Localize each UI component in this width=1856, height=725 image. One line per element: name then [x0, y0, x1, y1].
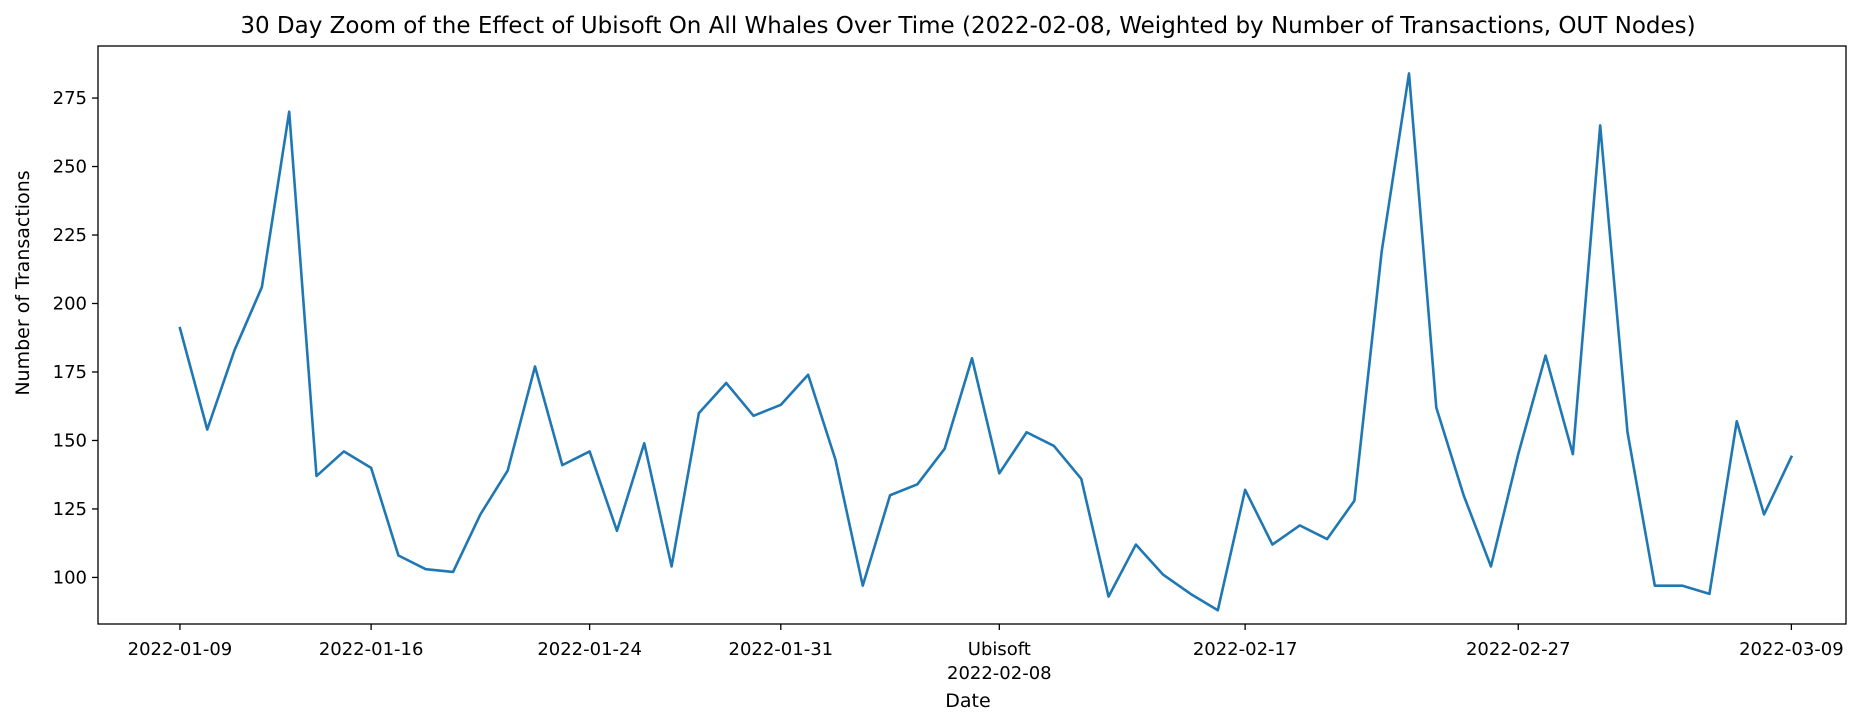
- x-axis-label: Date: [945, 690, 990, 712]
- x-tick-label-2022-02-17: 2022-02-17: [1193, 639, 1298, 660]
- x-tick-label-2022-01-24: 2022-01-24: [537, 639, 642, 660]
- x-tick-label-2022-02-08: Ubisoft: [968, 639, 1031, 660]
- y-tick-label-175: 175: [53, 362, 87, 383]
- y-tick-label-200: 200: [53, 293, 87, 314]
- y-axis: 100 125 150 175 200 225 250 275: [53, 88, 98, 588]
- y-tick-label-250: 250: [53, 157, 87, 178]
- y-tick-label-100: 100: [53, 567, 87, 588]
- y-tick-label-150: 150: [53, 430, 87, 451]
- y-tick-label-275: 275: [53, 88, 87, 109]
- x-tick-label-2022-02-27: 2022-02-27: [1466, 639, 1571, 660]
- series-line-0: [178, 72, 1794, 612]
- x-tick-label-2022-01-31: 2022-01-31: [729, 639, 834, 660]
- y-tick-label-125: 125: [53, 499, 87, 520]
- y-axis-label: Number of Transactions: [12, 170, 34, 395]
- y-tick-label-225: 225: [53, 225, 87, 246]
- chart-title: 30 Day Zoom of the Effect of Ubisoft On …: [240, 13, 1695, 39]
- plot-area: [97, 45, 1847, 625]
- x-tick-label-2022-03-09: 2022-03-09: [1739, 639, 1844, 660]
- x-tick-label-event-date: 2022-02-08: [947, 663, 1052, 684]
- x-axis: 2022-01-09 2022-01-16 2022-01-24 2022-01-31…: [128, 624, 1844, 684]
- x-tick-label-2022-01-16: 2022-01-16: [319, 639, 424, 660]
- x-tick-label-2022-01-09: 2022-01-09: [128, 639, 233, 660]
- plot-frame: [97, 45, 1847, 625]
